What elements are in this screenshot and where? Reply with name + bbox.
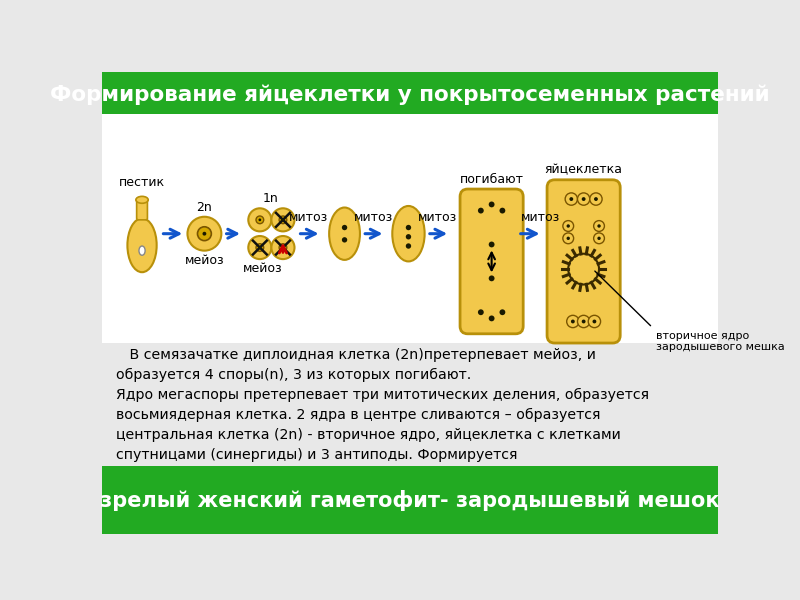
Text: митоз: митоз (289, 211, 328, 224)
Circle shape (271, 208, 294, 232)
Circle shape (258, 218, 262, 221)
Ellipse shape (329, 208, 360, 260)
Ellipse shape (392, 206, 425, 262)
Text: 1n: 1n (262, 192, 278, 205)
Circle shape (568, 254, 599, 284)
Circle shape (598, 224, 601, 227)
Circle shape (563, 233, 574, 244)
Circle shape (279, 244, 287, 251)
Text: Формирование яйцеклетки у покрытосеменных растений: Формирование яйцеклетки у покрытосеменны… (50, 84, 770, 104)
Circle shape (594, 197, 598, 201)
Circle shape (256, 244, 264, 251)
Text: митоз: митоз (418, 211, 458, 224)
Circle shape (198, 227, 211, 241)
Text: В семязачатке диплоидная клетка (2n)претерпевает мейоз, и
образуется 4 споры(n),: В семязачатке диплоидная клетка (2n)прет… (116, 347, 649, 463)
Text: вторичное ядро
зародышевого мешка: вторичное ядро зародышевого мешка (656, 331, 785, 352)
Bar (102, 466, 718, 534)
Text: яйцеклетка: яйцеклетка (545, 164, 622, 177)
Circle shape (578, 316, 590, 328)
Circle shape (593, 320, 596, 323)
Bar (102, 115, 718, 343)
Circle shape (594, 233, 605, 244)
Circle shape (565, 193, 578, 205)
Circle shape (570, 197, 574, 201)
Circle shape (406, 244, 411, 249)
Ellipse shape (139, 246, 145, 255)
Circle shape (478, 208, 484, 214)
Circle shape (258, 246, 262, 249)
Circle shape (489, 316, 494, 322)
Circle shape (187, 217, 222, 251)
Text: погибают: погибают (460, 173, 524, 186)
Circle shape (282, 246, 284, 249)
Circle shape (578, 193, 590, 205)
Circle shape (563, 221, 574, 232)
FancyBboxPatch shape (460, 189, 523, 334)
Text: пестик: пестик (119, 176, 165, 189)
Circle shape (499, 310, 506, 315)
Circle shape (282, 218, 284, 221)
Circle shape (406, 225, 411, 230)
Circle shape (566, 224, 570, 227)
Text: мейоз: мейоз (243, 262, 282, 275)
Circle shape (248, 236, 271, 259)
Circle shape (489, 202, 494, 208)
Circle shape (342, 225, 347, 230)
Circle shape (256, 216, 264, 224)
Circle shape (588, 316, 601, 328)
Circle shape (499, 208, 506, 214)
Circle shape (271, 236, 294, 259)
Circle shape (582, 197, 586, 201)
Text: зрелый женский гаметофит- зародышевый мешок: зрелый женский гаметофит- зародышевый ме… (100, 490, 720, 511)
Circle shape (582, 320, 586, 323)
Ellipse shape (127, 218, 157, 272)
FancyBboxPatch shape (547, 180, 620, 343)
Circle shape (566, 236, 570, 240)
Circle shape (598, 236, 601, 240)
Circle shape (202, 232, 206, 236)
Bar (102, 72, 718, 115)
Text: митоз: митоз (522, 211, 561, 224)
Bar (102, 343, 718, 466)
Circle shape (478, 310, 484, 315)
Circle shape (489, 275, 494, 281)
Circle shape (406, 234, 411, 239)
Text: мейоз: мейоз (185, 254, 224, 268)
Circle shape (590, 193, 602, 205)
Circle shape (342, 237, 347, 242)
Circle shape (594, 221, 605, 232)
Text: 2n: 2n (197, 202, 212, 214)
Circle shape (566, 316, 579, 328)
Circle shape (248, 208, 271, 232)
Text: митоз: митоз (354, 211, 393, 224)
Circle shape (279, 216, 287, 224)
FancyBboxPatch shape (137, 200, 147, 220)
Circle shape (571, 320, 574, 323)
Circle shape (489, 242, 494, 247)
Ellipse shape (136, 196, 148, 203)
